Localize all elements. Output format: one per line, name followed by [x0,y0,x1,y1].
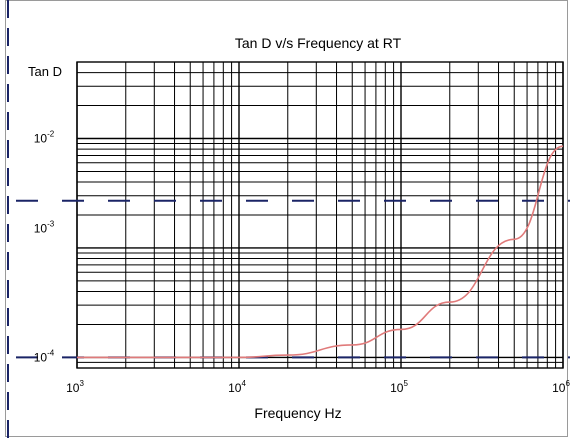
chart-title: Tan D v/s Frequency at RT [235,35,402,51]
x-axis-label: Frequency Hz [254,405,341,421]
y-axis-label: Tan D [28,64,62,79]
